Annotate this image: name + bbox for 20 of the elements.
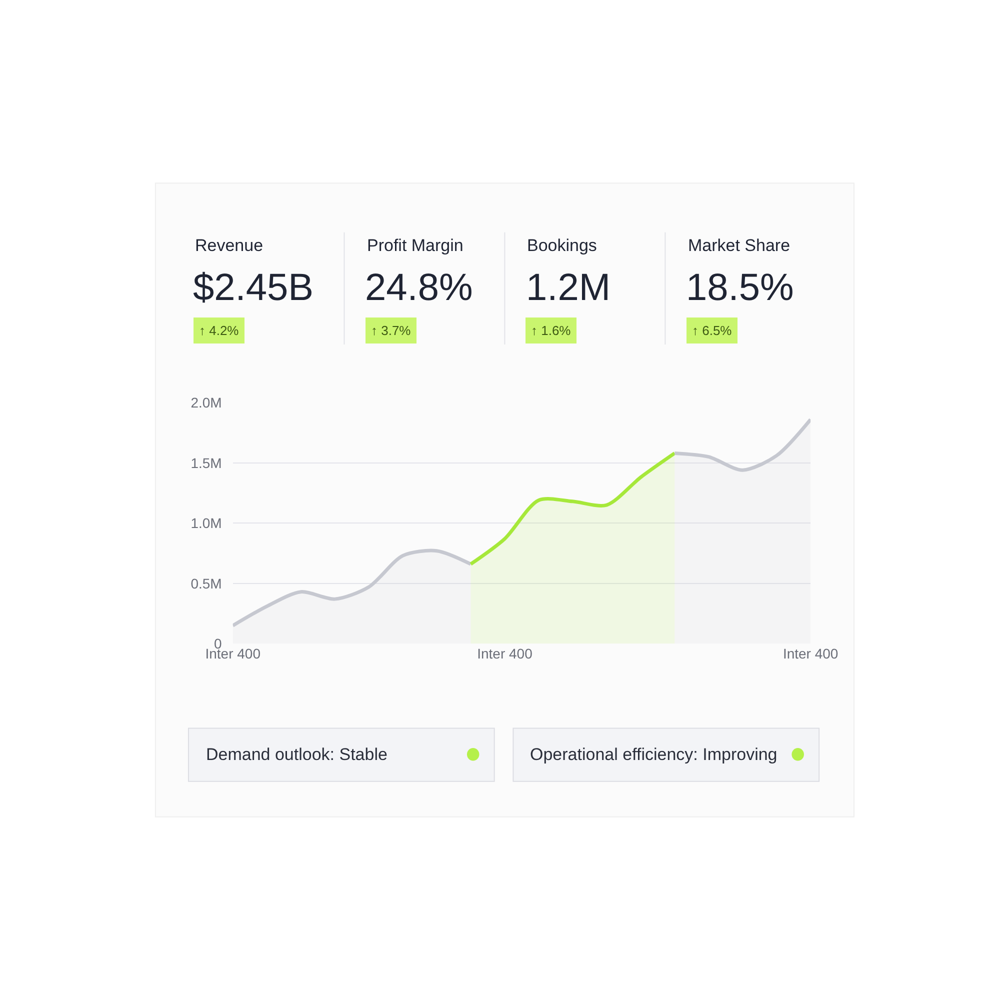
text: Operational efficiency: Improving (530, 745, 778, 764)
text: 24.8% (365, 267, 473, 309)
text: ↑ 3.7% (371, 323, 412, 338)
text: Demand outlook: Stable (206, 745, 388, 764)
y-tick-label: 0.5M (190, 575, 222, 592)
text: ↑ 6.5% (692, 323, 732, 338)
text: Market Share (688, 236, 790, 255)
y-tick-label: 1.5M (190, 454, 222, 471)
y-tick-label: 1.0M (190, 515, 222, 532)
text: $2.45B (193, 267, 314, 309)
text: ↑ 1.6% (531, 323, 572, 338)
x-tick-label: Inter 400 (477, 646, 533, 662)
text: Profit Margin (367, 236, 464, 255)
text: ↑ 4.2% (199, 323, 240, 338)
text: 1.2M (526, 267, 610, 309)
x-tick-label: Inter 400 (782, 646, 838, 662)
y-tick-label: 2.0M (190, 394, 222, 410)
text: Bookings (527, 236, 597, 255)
text: 18.5% (686, 267, 794, 309)
text: Revenue (195, 236, 264, 255)
